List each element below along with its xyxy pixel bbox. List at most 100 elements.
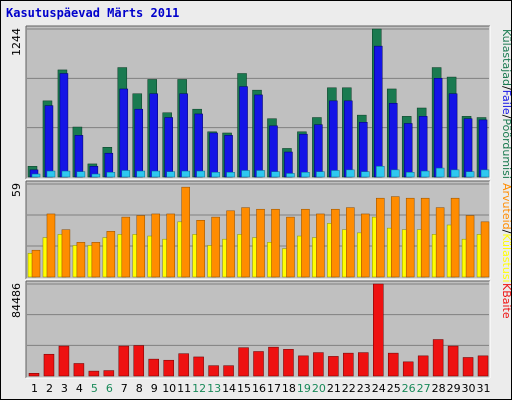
bar-files-14 <box>224 135 233 178</box>
legend-item: Arvuteid <box>500 183 511 230</box>
bar-kbytes-23 <box>358 352 369 377</box>
bar-files-29 <box>448 93 458 178</box>
bar-kbytes-8 <box>133 345 145 377</box>
bar-kbytes-17 <box>268 346 279 377</box>
bar-files-12 <box>194 113 203 178</box>
bar-sites-28 <box>435 207 445 278</box>
bar-sites-12 <box>196 220 205 278</box>
bar-kbytes-6 <box>103 370 115 377</box>
bar-sites-24 <box>376 197 385 278</box>
bar-visitors-28 <box>435 167 445 178</box>
bar-visitors-6 <box>106 171 116 178</box>
x-tick-label-27: 27 <box>417 382 431 395</box>
bar-files-28 <box>433 78 443 178</box>
bar-visitors-5 <box>91 173 101 178</box>
legend-item: KBaite <box>500 283 511 319</box>
bar-sites-1 <box>31 249 41 278</box>
bar-visitors-17 <box>271 171 280 178</box>
bar-sites-22 <box>346 207 355 278</box>
bar-sites-2 <box>46 213 56 278</box>
bar-sites-7 <box>121 216 131 278</box>
chart-panels: 1244 59 84486 <box>10 25 491 379</box>
bar-visitors-23 <box>361 171 370 178</box>
legend-item: Külastajad <box>500 29 511 86</box>
bar-sites-9 <box>151 213 160 278</box>
bar-sites-21 <box>331 208 340 278</box>
bar-visitors-4 <box>76 171 86 178</box>
bar-files-24 <box>374 45 383 178</box>
bar-kbytes-13 <box>208 365 219 377</box>
x-tick-label-7: 7 <box>121 382 128 395</box>
bar-sites-14 <box>226 210 235 278</box>
bar-files-10 <box>164 117 173 178</box>
bar-files-4 <box>74 135 84 178</box>
bar-visitors-29 <box>450 169 460 178</box>
x-tick-label-16: 16 <box>252 382 266 395</box>
bar-kbytes-31 <box>477 355 489 377</box>
bar-files-25 <box>388 102 398 178</box>
bar-files-11 <box>179 93 188 178</box>
bar-files-20 <box>314 124 323 178</box>
bar-kbytes-14 <box>223 365 234 377</box>
bar-sites-26 <box>405 197 415 278</box>
panel-bottom: 84486 <box>10 280 491 379</box>
bar-sites-30 <box>465 215 475 278</box>
panel-middle: 59 <box>10 180 491 280</box>
bar-sites-3 <box>61 229 71 278</box>
x-tick-label-14: 14 <box>222 382 236 395</box>
bar-files-3 <box>59 73 69 178</box>
x-tick-label-15: 15 <box>237 382 251 395</box>
bar-visitors-16 <box>256 170 265 178</box>
bar-kbytes-9 <box>148 358 159 377</box>
x-tick-label-11: 11 <box>177 382 191 395</box>
legend-item: / <box>500 115 511 119</box>
bar-sites-23 <box>361 213 370 278</box>
x-tick-label-18: 18 <box>282 382 296 395</box>
x-tick-label-13: 13 <box>207 382 221 395</box>
x-tick-label-8: 8 <box>136 382 143 395</box>
x-tick-label-1: 1 <box>31 382 38 395</box>
y-max-label-top: 1244 <box>10 28 23 56</box>
bar-visitors-2 <box>46 170 56 178</box>
x-tick-label-12: 12 <box>192 382 206 395</box>
x-tick-label-10: 10 <box>162 382 176 395</box>
bar-kbytes-28 <box>432 339 444 377</box>
bar-visitors-3 <box>61 170 71 178</box>
x-tick-label-21: 21 <box>327 382 341 395</box>
bar-files-9 <box>149 93 158 178</box>
bar-sites-18 <box>286 216 295 278</box>
bar-kbytes-5 <box>88 370 100 377</box>
x-tick-label-3: 3 <box>61 382 68 395</box>
bar-kbytes-21 <box>328 356 339 377</box>
bar-files-2 <box>44 105 54 178</box>
bar-kbytes-18 <box>283 349 294 377</box>
bar-kbytes-1 <box>28 373 40 377</box>
x-tick-label-5: 5 <box>91 382 98 395</box>
bar-visitors-30 <box>465 171 475 178</box>
bar-sites-10 <box>166 213 175 278</box>
bar-sites-31 <box>480 221 490 278</box>
bar-kbytes-24 <box>373 283 384 377</box>
bar-sites-20 <box>316 213 325 278</box>
legend-middle: Arvuteid/Külastusi <box>500 183 511 283</box>
bar-files-15 <box>239 86 248 178</box>
legend-item: Külastusi <box>500 233 511 282</box>
x-tick-label-26: 26 <box>402 382 416 395</box>
bar-visitors-7 <box>121 170 131 178</box>
bar-sites-5 <box>91 242 101 278</box>
bar-visitors-10 <box>166 171 175 178</box>
bar-sites-27 <box>420 197 430 278</box>
bar-files-13 <box>209 132 218 178</box>
bar-sites-6 <box>106 231 116 278</box>
x-tick-label-9: 9 <box>151 382 158 395</box>
bar-visitors-26 <box>405 171 415 178</box>
legend-item: / <box>500 230 511 234</box>
x-tick-label-29: 29 <box>447 382 461 395</box>
bar-sites-4 <box>76 242 86 278</box>
x-tick-label-20: 20 <box>312 382 326 395</box>
bar-kbytes-10 <box>163 359 174 377</box>
bar-files-30 <box>463 118 473 178</box>
bar-sites-25 <box>390 196 400 278</box>
legend-item: / <box>500 86 511 90</box>
